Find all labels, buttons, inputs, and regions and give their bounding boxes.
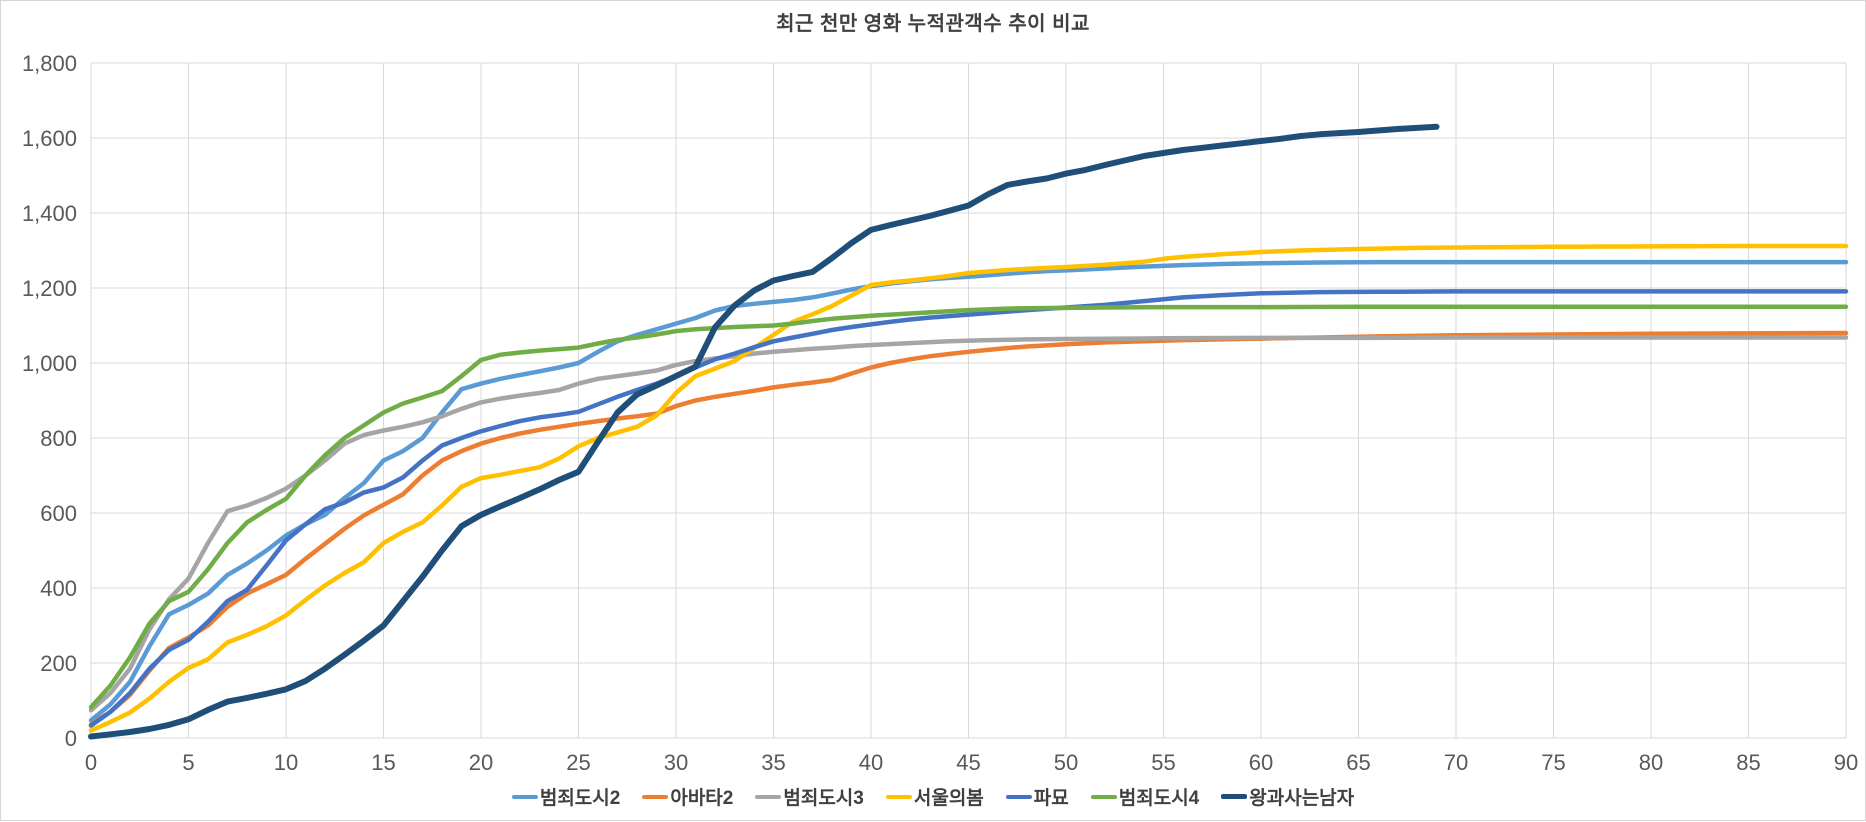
- y-axis-labels: 0 200 400 600 800 1,000 1,200 1,400 1,600 1,800: [22, 51, 77, 751]
- x-axis-tick-label: 85: [1736, 750, 1760, 775]
- x-axis-tick-label: 55: [1151, 750, 1175, 775]
- legend-item: 파묘: [1005, 783, 1069, 810]
- legend-swatch: [1221, 793, 1248, 800]
- y-axis-tick-label: 800: [40, 426, 77, 451]
- legend-label: 서울의봄: [913, 788, 984, 809]
- legend-item: 왕과사는남자: [1221, 783, 1354, 810]
- x-axis-tick-label: 80: [1639, 750, 1663, 775]
- gridlines-group: [90, 62, 1847, 739]
- legend-swatch: [885, 794, 912, 799]
- x-axis-tick-label: 40: [859, 750, 883, 775]
- x-axis-tick-label: 0: [85, 750, 97, 775]
- legend-item: 아바타2: [642, 783, 733, 810]
- series-line-7: [88, 123, 1440, 740]
- x-axis-tick-label: 20: [469, 750, 493, 775]
- x-axis-tick-label: 70: [1444, 750, 1468, 775]
- y-axis-tick-label: 1,000: [22, 351, 77, 376]
- legend-swatch: [642, 794, 669, 799]
- series-lines-group: [88, 123, 1849, 740]
- x-axis-tick-label: 10: [274, 750, 298, 775]
- x-axis-tick-label: 90: [1834, 750, 1858, 775]
- y-axis-tick-label: 400: [40, 576, 77, 601]
- x-axis-tick-label: 65: [1346, 750, 1370, 775]
- legend-swatch: [755, 794, 782, 799]
- legend-item: 범죄도시3: [755, 783, 864, 810]
- x-axis-tick-label: 35: [761, 750, 785, 775]
- legend-label: 범죄도시4: [1118, 788, 1200, 809]
- legend-label: 왕과사는남자: [1249, 788, 1355, 809]
- legend-swatch: [511, 794, 538, 799]
- chart-legend: 범죄도시2 아바타2 범죄도시3 서울의봄 파묘 범죄도시4 왕과사는남자: [1, 783, 1865, 810]
- series-line-3: [88, 335, 1849, 713]
- y-axis-tick-label: 1,200: [22, 276, 77, 301]
- x-axis-tick-label: 15: [371, 750, 395, 775]
- legend-label: 범죄도시2: [539, 788, 621, 809]
- x-axis-tick-label: 50: [1054, 750, 1078, 775]
- x-axis-labels: 0 5 10 15 20 25 30 35 40 45 50 55 60 65 70 75 80 85 90: [85, 750, 1858, 775]
- y-axis-tick-label: 1,400: [22, 201, 77, 226]
- legend-label: 아바타2: [670, 788, 734, 809]
- legend-swatch: [1005, 794, 1032, 799]
- x-axis-tick-label: 25: [566, 750, 590, 775]
- chart-title: 최근 천만 영화 누적관객수 추이 비교: [776, 13, 1090, 35]
- legend-label: 파묘: [1033, 788, 1069, 809]
- x-axis-tick-label: 75: [1541, 750, 1565, 775]
- series-line-1: [88, 259, 1849, 723]
- y-axis-tick-label: 600: [40, 501, 77, 526]
- y-axis-tick-label: 1,800: [22, 51, 77, 76]
- x-axis-tick-label: 30: [664, 750, 688, 775]
- legend-item: 범죄도시2: [511, 783, 621, 810]
- series-line-6: [88, 304, 1849, 710]
- legend-swatch: [1090, 794, 1117, 799]
- x-axis-tick-label: 60: [1249, 750, 1273, 775]
- legend-item: 서울의봄: [885, 783, 984, 810]
- series-line-4: [88, 243, 1849, 733]
- legend-label: 범죄도시3: [783, 788, 864, 809]
- y-axis-tick-label: 1,600: [22, 126, 77, 151]
- y-axis-tick-label: 0: [65, 726, 77, 751]
- series-line-2: [88, 330, 1849, 727]
- x-axis-tick-label: 45: [956, 750, 980, 775]
- legend-item: 범죄도시4: [1090, 783, 1200, 810]
- x-axis-tick-label: 5: [182, 750, 194, 775]
- y-axis-tick-label: 200: [40, 651, 77, 676]
